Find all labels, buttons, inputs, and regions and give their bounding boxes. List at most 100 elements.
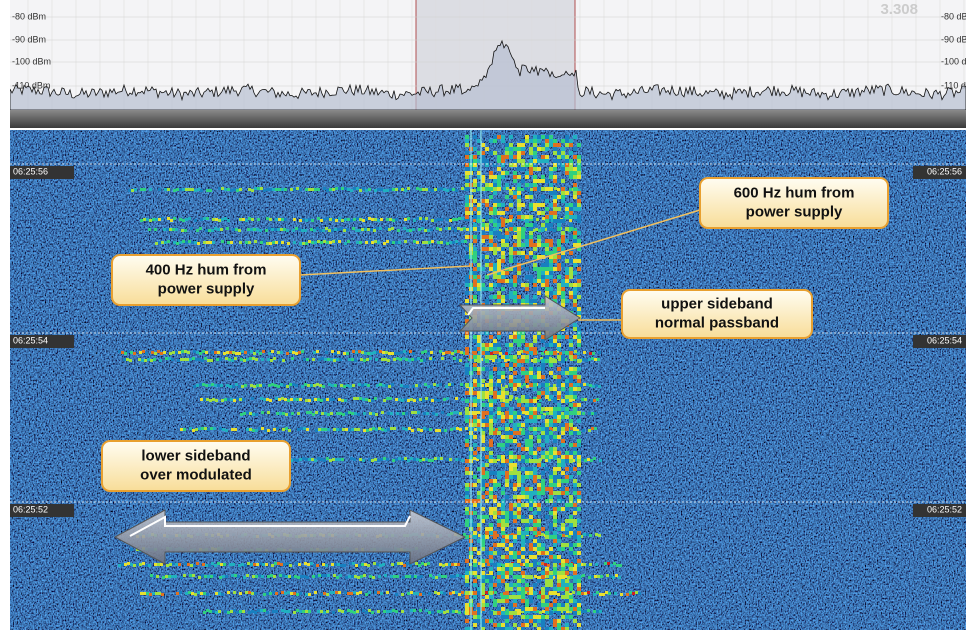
signal-pixel (573, 291, 577, 295)
signal-pixel (501, 595, 505, 599)
signal-pixel (573, 499, 577, 503)
signal-pixel (569, 399, 572, 402)
signal-pixel (539, 399, 542, 402)
signal-pixel (465, 559, 469, 563)
signal-pixel (533, 151, 537, 155)
signal-pixel (537, 511, 541, 515)
signal-pixel (549, 435, 553, 439)
signal-pixel (561, 575, 565, 579)
signal-pixel (477, 607, 481, 611)
signal-pixel (533, 387, 537, 391)
signal-pixel (561, 455, 565, 459)
signal-pixel (121, 563, 124, 566)
signal-pixel (196, 562, 199, 565)
signal-pixel (485, 411, 489, 415)
signal-pixel (545, 263, 549, 267)
signal-pixel (569, 431, 573, 435)
signal-pixel (161, 593, 164, 596)
signal-pixel (513, 279, 517, 283)
signal-pixel (569, 411, 573, 415)
signal-pixel (160, 352, 163, 355)
signal-pixel (501, 175, 505, 179)
signal-pixel (501, 555, 505, 559)
signal-pixel (533, 397, 536, 400)
signal-pixel (486, 427, 489, 430)
signal-pixel (395, 241, 398, 244)
signal-pixel (512, 592, 515, 595)
signal-pixel (537, 459, 541, 463)
signal-pixel (465, 391, 469, 395)
signal-pixel (537, 271, 541, 275)
signal-pixel (474, 428, 477, 431)
signal-pixel (573, 371, 577, 375)
signal-pixel (485, 535, 489, 539)
signal-pixel (168, 575, 171, 578)
signal-pixel (489, 235, 493, 239)
signal-pixel (473, 579, 477, 583)
signal-pixel (493, 395, 497, 399)
signal-pixel (521, 495, 525, 499)
signal-pixel (429, 357, 432, 360)
signal-pixel (594, 412, 597, 415)
signal-pixel (439, 383, 442, 386)
signal-pixel (458, 242, 461, 245)
signal-pixel (505, 151, 509, 155)
signal-pixel (517, 479, 521, 483)
signal-pixel (473, 567, 477, 571)
signal-pixel (241, 350, 244, 353)
signal-pixel (505, 563, 509, 567)
signal-pixel (523, 383, 526, 386)
signal-pixel (147, 358, 150, 361)
signal-pixel (465, 299, 469, 303)
signal-pixel (533, 367, 537, 371)
signal-pixel (473, 419, 477, 423)
signal-pixel (209, 610, 212, 613)
signal-pixel (280, 563, 283, 566)
signal-pixel (463, 533, 466, 536)
signal-pixel (489, 595, 493, 599)
signal-pixel (524, 187, 527, 190)
signal-pixel (529, 527, 533, 531)
signal-pixel (529, 195, 533, 199)
signal-pixel (537, 255, 541, 259)
signal-pixel (172, 351, 175, 354)
signal-pixel (497, 379, 501, 383)
signal-pixel (561, 583, 565, 587)
signal-pixel (419, 188, 422, 191)
signal-pixel (549, 619, 553, 623)
signal-pixel (533, 159, 537, 163)
signal-pixel (152, 592, 155, 595)
signal-pixel (404, 457, 407, 460)
signal-pixel (576, 429, 579, 432)
signal-pixel (573, 611, 577, 615)
signal-pixel (260, 397, 263, 400)
signal-pixel (517, 399, 521, 403)
signal-pixel (458, 593, 461, 596)
signal-pixel (569, 188, 572, 191)
signal-pixel (352, 562, 355, 565)
signal-pixel (210, 575, 213, 578)
signal-pixel (262, 563, 265, 566)
signal-pixel (172, 228, 175, 231)
signal-pixel (489, 407, 493, 411)
signal-pixel (445, 563, 448, 566)
signal-pixel (403, 227, 406, 230)
signal-pixel (481, 387, 485, 391)
signal-pixel (473, 239, 477, 243)
signal-pixel (293, 458, 296, 461)
signal-pixel (537, 519, 541, 523)
signal-pixel (337, 351, 340, 354)
signal-pixel (557, 291, 561, 295)
signal-pixel (549, 419, 553, 423)
signal-pixel (299, 592, 302, 595)
signal-pixel (175, 351, 178, 354)
signal-pixel (529, 491, 533, 495)
signal-pixel (257, 187, 260, 190)
signal-pixel (529, 475, 533, 479)
signal-pixel (180, 358, 183, 361)
signal-pixel (465, 319, 469, 323)
signal-pixel (545, 279, 549, 283)
signal-pixel (489, 267, 493, 271)
signal-pixel (505, 615, 509, 619)
signal-pixel (553, 207, 557, 211)
